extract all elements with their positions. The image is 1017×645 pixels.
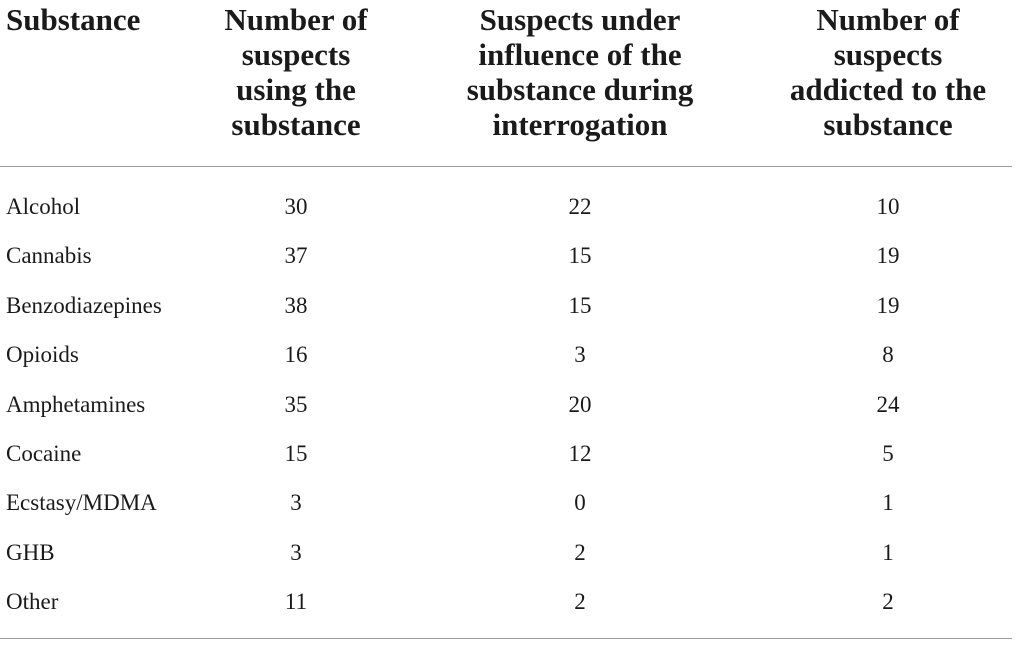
- header-cell: Number of: [224, 2, 368, 37]
- table-cell: 37: [284, 243, 308, 269]
- table-cell: 15: [568, 292, 592, 318]
- table-cell: 35: [284, 391, 308, 417]
- row-label: Cannabis: [6, 243, 92, 269]
- row-label: Alcohol: [6, 194, 81, 219]
- table-cell: 2: [574, 539, 586, 565]
- header-rule: [0, 166, 1012, 167]
- row-label: Other: [6, 589, 59, 615]
- header-cell: substance during: [466, 72, 694, 107]
- table-cell: 3: [574, 342, 586, 368]
- table-cell: 8: [882, 342, 894, 368]
- table-cell: 3: [290, 490, 302, 516]
- header-cell: Substance: [6, 2, 141, 37]
- header-cell: suspects: [833, 37, 943, 72]
- table-cell: 3: [290, 539, 302, 565]
- header-cell: substance: [823, 107, 953, 142]
- row-label: GHB: [6, 539, 55, 565]
- table-cell: 0: [574, 490, 586, 516]
- table-cell: 30: [284, 194, 308, 219]
- row-label: Benzodiazepines: [6, 292, 162, 318]
- header-cell: substance: [231, 107, 361, 142]
- row-label: Cocaine: [6, 441, 82, 466]
- bottom-rule: [0, 638, 1012, 639]
- table-cell: 11: [284, 589, 308, 615]
- table-cell: 16: [284, 342, 308, 368]
- header-cell: Number of: [816, 2, 960, 37]
- row-label: Ecstasy/MDMA: [6, 490, 157, 516]
- table-cell: 38: [284, 292, 308, 318]
- row-label: Amphetamines: [6, 391, 146, 417]
- header-cell: Suspects under: [479, 2, 681, 37]
- table-cell: 10: [876, 194, 900, 219]
- header-cell: interrogation: [492, 107, 668, 142]
- table-cell: 15: [284, 441, 308, 466]
- table-cell: 2: [574, 589, 586, 615]
- table-cell: 1: [882, 539, 894, 565]
- table-cell: 5: [882, 441, 894, 466]
- table-cell: 22: [568, 194, 592, 219]
- table-cell: 15: [568, 243, 592, 269]
- table-cell: 19: [876, 292, 900, 318]
- table-cell: 12: [568, 441, 592, 466]
- table-cell: 2: [882, 589, 894, 615]
- header-cell: using the: [236, 72, 356, 107]
- row-label: Opioids: [6, 342, 79, 368]
- header-cell: influence of the: [478, 37, 682, 72]
- table-cell: 1: [882, 490, 894, 516]
- header-cell: addicted to the: [789, 72, 987, 107]
- table-cell: 24: [876, 391, 900, 417]
- table-cell: 20: [568, 391, 592, 417]
- header-cell: suspects: [241, 37, 351, 72]
- table-cell: 19: [876, 243, 900, 269]
